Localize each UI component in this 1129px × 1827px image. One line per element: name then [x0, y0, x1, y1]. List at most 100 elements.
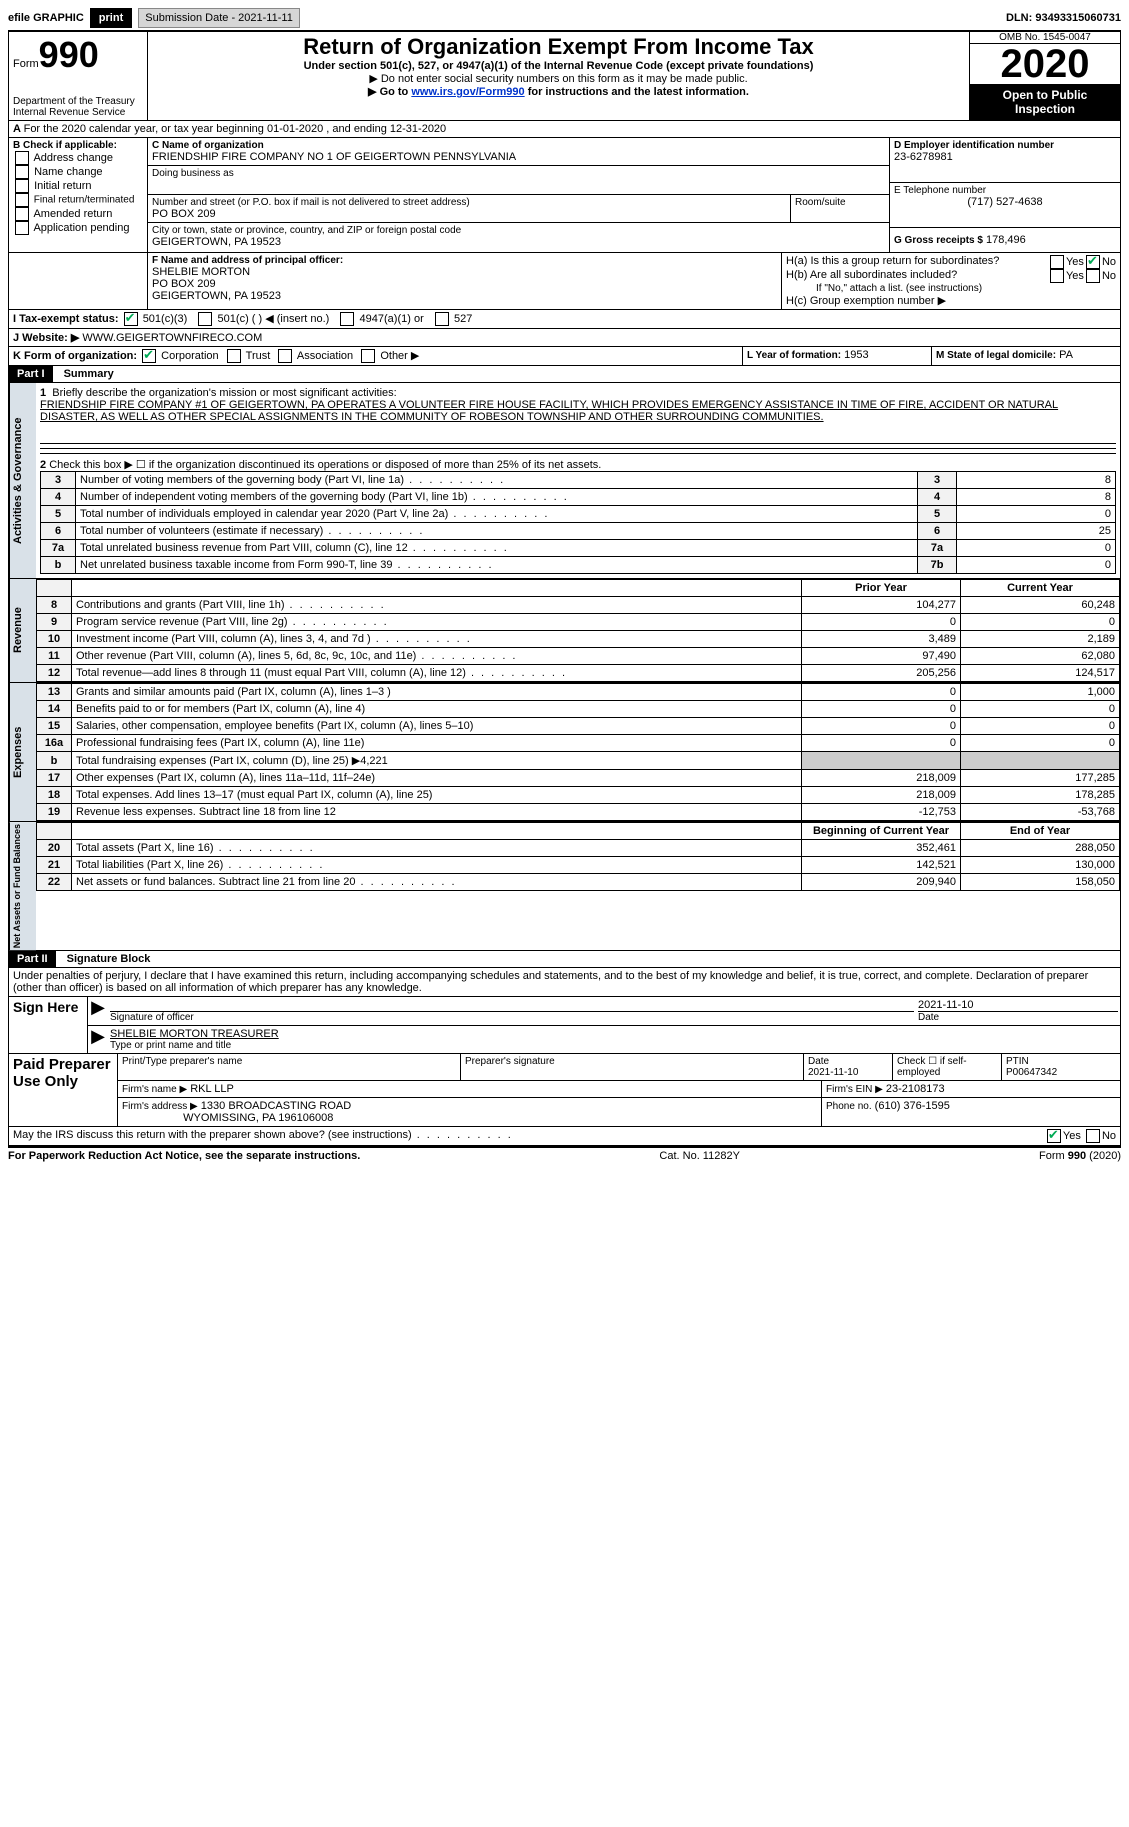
org-city: GEIGERTOWN, PA 19523 [152, 236, 885, 248]
year-formation: 1953 [844, 349, 868, 361]
part2-title: Signature Block [59, 951, 159, 967]
i-opt-3[interactable]: 527 [433, 313, 472, 325]
irs: Internal Revenue Service [13, 107, 143, 118]
table-row: 7aTotal unrelated business revenue from … [41, 540, 1116, 557]
note1: ▶ Do not enter social security numbers o… [152, 72, 965, 85]
table-row: 13Grants and similar amounts paid (Part … [37, 684, 1120, 701]
firm-name-label: Firm's name ▶ [122, 1084, 187, 1095]
discuss-text: May the IRS discuss this return with the… [13, 1129, 1045, 1143]
b-opt-2[interactable]: Initial return [13, 179, 143, 193]
ha-no[interactable]: No [1084, 255, 1116, 269]
i-opt-0-label: 501(c)(3) [143, 313, 188, 325]
org-name: FRIENDSHIP FIRE COMPANY NO 1 OF GEIGERTO… [152, 151, 885, 163]
box-c: C Name of organization FRIENDSHIP FIRE C… [148, 138, 890, 252]
f-label: F Name and address of principal officer: [152, 255, 777, 266]
firm-addr-label: Firm's address ▶ [122, 1101, 198, 1112]
k-opt-0[interactable]: Corporation [140, 350, 219, 362]
b-opt-4[interactable]: Amended return [13, 207, 143, 221]
i-opt-1[interactable]: 501(c) ( ) ◀ (insert no.) [196, 313, 329, 325]
note2: ▶ Go to www.irs.gov/Form990 for instruct… [152, 85, 965, 98]
sig-date-label: Date [918, 1011, 1118, 1023]
box-deg: D Employer identification number 23-6278… [890, 138, 1120, 252]
table-row: 3Number of voting members of the governi… [41, 472, 1116, 489]
q2: 2 Check this box ▶ ☐ if the organization… [40, 458, 1116, 471]
topbar-left: efile GRAPHIC print Submission Date - 20… [8, 8, 300, 28]
print-button[interactable]: print [90, 8, 132, 28]
k-opt-2[interactable]: Association [276, 350, 353, 362]
prep-name-label: Print/Type preparer's name [118, 1054, 461, 1080]
part2-badge: Part II [9, 951, 56, 967]
b-opt-5[interactable]: Application pending [13, 221, 143, 235]
table-row: bTotal fundraising expenses (Part IX, co… [37, 752, 1120, 770]
col-boy: Beginning of Current Year [802, 823, 961, 840]
i-opt-2[interactable]: 4947(a)(1) or [338, 313, 423, 325]
hb-note: If "No," attach a list. (see instruction… [786, 283, 1116, 294]
form-subtitle: Under section 501(c), 527, or 4947(a)(1)… [152, 60, 965, 72]
paid-label: Paid Preparer Use Only [9, 1054, 118, 1126]
sign-here-block: Sign Here ▶ Signature of officer 2021-11… [8, 997, 1121, 1054]
yes-label: Yes [1066, 256, 1084, 268]
footer-mid: Cat. No. 11282Y [659, 1150, 740, 1162]
discuss-no[interactable]: No [1084, 1129, 1116, 1143]
header-center: Return of Organization Exempt From Incom… [148, 32, 969, 120]
period-text: For the 2020 calendar year, or tax year … [24, 123, 447, 135]
declaration: Under penalties of perjury, I declare th… [8, 968, 1121, 997]
dln-value: 93493315060731 [1035, 12, 1121, 24]
form990-link[interactable]: www.irs.gov/Form990 [411, 86, 524, 98]
b-opt-3-label: Final return/terminated [34, 195, 135, 206]
b-opt-1[interactable]: Name change [13, 165, 143, 179]
i-label: I Tax-exempt status: [13, 313, 119, 325]
table-row: bNet unrelated business taxable income f… [41, 557, 1116, 574]
dba-label: Doing business as [152, 168, 885, 179]
dln-label: DLN: [1006, 12, 1032, 24]
discuss-yes[interactable]: Yes [1045, 1129, 1081, 1143]
k-opt-1[interactable]: Trust [225, 350, 271, 362]
col-eoy: End of Year [961, 823, 1120, 840]
c-name-label: C Name of organization [152, 140, 885, 151]
table-row: 16aProfessional fundraising fees (Part I… [37, 735, 1120, 752]
part1-badge: Part I [9, 366, 53, 382]
na-block: Net Assets or Fund Balances Beginning of… [8, 822, 1121, 951]
officer-name: SHELBIE MORTON [152, 266, 777, 278]
b-opt-0-label: Address change [33, 152, 113, 164]
sig-date-val: 2021-11-10 [918, 999, 1118, 1011]
k-opt-3[interactable]: Other ▶ [359, 350, 419, 362]
firm-ein-label: Firm's EIN ▶ [826, 1084, 883, 1095]
self-emp[interactable]: Check ☐ if self-employed [893, 1054, 1002, 1080]
state-domicile: PA [1059, 349, 1073, 361]
col-prior: Prior Year [802, 580, 961, 597]
dln: DLN: 93493315060731 [1006, 12, 1121, 24]
table-row: 4Number of independent voting members of… [41, 489, 1116, 506]
side-rev: Revenue [9, 579, 36, 682]
i-opt-0[interactable]: 501(c)(3) [122, 313, 188, 325]
g-label: G Gross receipts $ [894, 235, 983, 246]
i-row: I Tax-exempt status: 501(c)(3) 501(c) ( … [8, 310, 1121, 329]
table-row: 18Total expenses. Add lines 13–17 (must … [37, 787, 1120, 804]
box-f: F Name and address of principal officer:… [148, 253, 782, 309]
e-label: E Telephone number [894, 185, 1116, 196]
submission-date[interactable]: Submission Date - 2021-11-11 [138, 8, 300, 28]
form-word: Form [13, 58, 39, 70]
b-opt-0[interactable]: Address change [13, 151, 143, 165]
yes-label2: Yes [1066, 270, 1084, 282]
m-label: M State of legal domicile: [936, 350, 1056, 361]
hb-yes[interactable]: Yes [1048, 269, 1084, 283]
firm-name: RKL LLP [190, 1083, 234, 1095]
arrow-icon2: ▶ [88, 1026, 108, 1053]
phone: (717) 527-4638 [894, 196, 1116, 208]
firm-ein: 23-2108173 [886, 1083, 945, 1095]
addr-label: Number and street (or P.O. box if mail i… [152, 197, 786, 208]
ha-yes[interactable]: Yes [1048, 255, 1084, 269]
col-curr: Current Year [961, 580, 1120, 597]
form-title: Return of Organization Exempt From Incom… [152, 34, 965, 60]
table-row: 11Other revenue (Part VIII, column (A), … [37, 648, 1120, 665]
b-opt-3[interactable]: Final return/terminated [13, 193, 143, 207]
form-num: 990 [39, 34, 99, 75]
hb-no[interactable]: No [1084, 269, 1116, 283]
note2-pre: ▶ Go to [368, 86, 411, 98]
topbar: efile GRAPHIC print Submission Date - 20… [8, 8, 1121, 32]
part1-body: Activities & Governance 1 Briefly descri… [8, 383, 1121, 579]
ptin-label: PTIN [1006, 1056, 1029, 1067]
part2-header: Part II Signature Block [8, 951, 1121, 968]
side-ag: Activities & Governance [9, 383, 36, 578]
